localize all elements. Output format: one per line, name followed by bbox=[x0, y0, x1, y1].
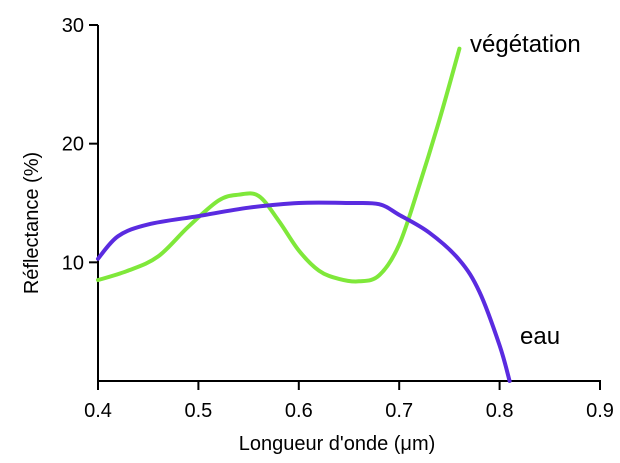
y-ticks: 10 20 30 bbox=[62, 15, 98, 274]
vegetation-line bbox=[96, 46, 462, 284]
y-tick-label: 30 bbox=[62, 15, 84, 37]
axes bbox=[97, 25, 601, 382]
y-tick-label: 20 bbox=[62, 134, 84, 156]
x-tick-label: 0.6 bbox=[285, 400, 313, 422]
y-tick-label: 10 bbox=[62, 252, 84, 274]
x-ticks: 0.4 0.5 0.6 0.7 0.8 0.9 bbox=[84, 381, 614, 422]
x-tick-label: 0.8 bbox=[486, 400, 514, 422]
x-tick-label: 0.9 bbox=[586, 400, 614, 422]
series-label-vegetation: végétation bbox=[470, 31, 581, 58]
y-axis-title: Réflectance (%) bbox=[21, 152, 43, 294]
series-lines bbox=[96, 46, 512, 383]
x-tick-label: 0.7 bbox=[385, 400, 413, 422]
series-label-eau: eau bbox=[520, 323, 560, 350]
x-axis-title: Longueur d'onde (μm) bbox=[239, 433, 436, 455]
x-tick-label: 0.4 bbox=[84, 400, 112, 422]
x-tick-label: 0.5 bbox=[184, 400, 212, 422]
eau-line bbox=[96, 200, 512, 383]
